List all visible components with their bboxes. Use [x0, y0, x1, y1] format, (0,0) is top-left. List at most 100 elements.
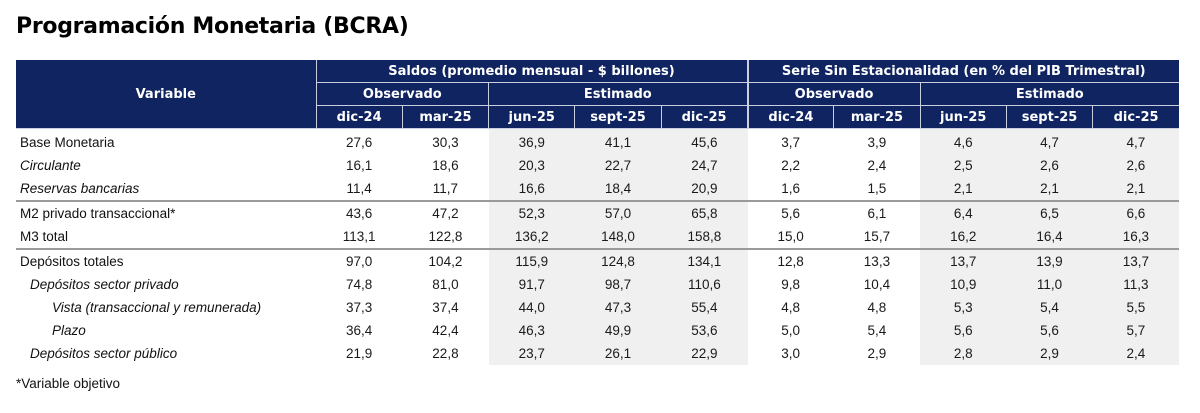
period-header: dic-24 [315, 105, 403, 129]
saldos-value-cell: 148,0 [574, 225, 662, 249]
saldos-value-cell: 11,4 [346, 181, 372, 196]
pib-value-cell: 12,8 [747, 248, 834, 273]
pib-value-cell: 15,0 [777, 229, 804, 244]
table-body: Base Monetaria 27,6 30,3 36,9 41,1 45,6 3,7 3,9… [16, 128, 1180, 365]
pib-value-cell: 16,3 [1092, 225, 1180, 249]
pib-value-cell: 16,4 [1006, 225, 1093, 249]
table-row: Reservas bancarias 11,4 11,7 16,6 18,4 20,9 1,… [16, 177, 1180, 201]
pib-value-cell: 5,6 [1006, 319, 1093, 342]
table-row: Vista (transaccional y remunerada) 37,3 37… [16, 296, 1180, 319]
pib-value-cell: 10,4 [863, 277, 891, 292]
saldos-value-cell: 98,7 [574, 273, 662, 296]
saldos-value-cell: 136,2 [488, 225, 575, 249]
period-header: jun-25 [919, 105, 1007, 129]
pib-value-cell: 11,3 [1092, 273, 1180, 296]
page-title: Programación Monetaria (BCRA) [16, 14, 409, 39]
monetary-program-table-container: Variable Saldos (promedio mensual - $ bi… [16, 60, 1180, 365]
monetary-program-table: Variable Saldos (promedio mensual - $ bi… [16, 60, 1180, 365]
period-header: sept-25 [574, 105, 662, 129]
pib-value-cell: 5,6 [920, 319, 1007, 342]
saldos-value-cell: 16,1 [346, 158, 373, 173]
saldos-value-cell: 46,3 [488, 319, 575, 342]
period-header: dic-25 [1092, 105, 1180, 129]
pib-value-cell: 2,6 [1092, 154, 1180, 177]
saldos-value-cell: 21,9 [346, 346, 373, 361]
pib-value-cell: 2,4 [867, 158, 887, 173]
pib-value-cell: 13,9 [1006, 248, 1093, 273]
row-label: Depósitos totales [16, 248, 316, 273]
row-label: Depósitos sector privado [30, 277, 179, 292]
saldos-value-cell: 36,4 [346, 323, 373, 338]
saldos-value-cell: 81,0 [432, 277, 459, 292]
pib-value-cell: 2,1 [1006, 177, 1093, 201]
pib-value-cell: 5,5 [1092, 296, 1180, 319]
saldos-value-cell: 134,1 [661, 248, 748, 273]
saldos-value-cell: 23,7 [488, 342, 575, 365]
row-label: Depósitos sector público [30, 346, 178, 361]
table-row: Depósitos totales 97,0 104,2 115,9 124,8 134,… [16, 248, 1180, 273]
table-row: M2 privado transaccional* 43,6 47,2 52,3 57,… [16, 200, 1180, 225]
saldos-value-cell: 41,1 [574, 128, 662, 154]
pib-value-cell: 2,9 [1006, 342, 1093, 365]
table-row: Depósitos sector privado 74,8 81,0 91,7 98,7… [16, 273, 1180, 296]
pib-value-cell: 2,8 [920, 342, 1007, 365]
table-row: Depósitos sector público 21,9 22,8 23,7 26,1… [16, 342, 1180, 365]
saldos-value-cell: 24,7 [661, 154, 748, 177]
period-header: mar-25 [401, 105, 489, 129]
saldos-value-cell: 65,8 [661, 200, 748, 225]
saldos-value-cell: 36,9 [488, 128, 575, 154]
saldos-value-cell: 57,0 [574, 200, 662, 225]
pib-value-cell: 2,4 [1092, 342, 1180, 365]
pib-value-cell: 13,7 [920, 248, 1007, 273]
saldos-value-cell: 45,6 [661, 128, 748, 154]
saldos-value-cell: 30,3 [432, 135, 459, 150]
saldos-value-cell: 47,2 [402, 200, 489, 225]
pib-value-cell: 5,4 [867, 323, 887, 338]
pib-value-cell: 10,9 [920, 273, 1007, 296]
pib-value-cell: 2,1 [1092, 177, 1180, 201]
period-header: dic-24 [746, 105, 834, 129]
subgroup-header-saldos-estimado: Estimado [488, 82, 748, 106]
saldos-value-cell: 55,4 [661, 296, 748, 319]
period-header: jun-25 [488, 105, 575, 129]
pib-value-cell: 6,5 [1006, 200, 1093, 225]
row-label: Reservas bancarias [20, 181, 140, 196]
saldos-value-cell: 43,6 [316, 200, 403, 225]
table-row: Circulante 16,1 18,6 20,3 22,7 24,7 2,2 2,4 2,5 2… [16, 154, 1180, 177]
pib-value-cell: 4,6 [920, 128, 1007, 154]
group-header-pib: Serie Sin Estacionalidad (en % del PIB T… [746, 60, 1180, 83]
pib-value-cell: 5,0 [781, 323, 801, 338]
pib-value-cell: 15,7 [863, 229, 891, 244]
pib-value-cell: 13,7 [1092, 248, 1180, 273]
period-header: mar-25 [833, 105, 921, 129]
pib-value-cell: 5,7 [1092, 319, 1180, 342]
saldos-value-cell: 49,9 [574, 319, 662, 342]
pib-value-cell: 2,6 [1006, 154, 1093, 177]
saldos-value-cell: 22,9 [661, 342, 748, 365]
pib-value-cell: 3,0 [781, 346, 801, 361]
pib-value-cell: 4,8 [781, 300, 801, 315]
pib-value-cell: 6,4 [920, 200, 1007, 225]
pib-value-cell: 2,1 [920, 177, 1007, 201]
saldos-value-cell: 124,8 [574, 248, 662, 273]
group-header-saldos: Saldos (promedio mensual - $ billones) [315, 60, 748, 83]
saldos-value-cell: 104,2 [402, 248, 489, 273]
saldos-value-cell: 26,1 [574, 342, 662, 365]
pib-value-cell: 1,6 [781, 181, 801, 196]
pib-value-cell: 5,3 [920, 296, 1007, 319]
pib-value-cell: 11,0 [1006, 273, 1093, 296]
pib-value-cell: 16,2 [920, 225, 1007, 249]
saldos-value-cell: 27,6 [346, 135, 373, 150]
footnote: *Variable objetivo [16, 376, 121, 391]
saldos-value-cell: 16,6 [488, 177, 575, 201]
table-header: Variable Saldos (promedio mensual - $ bi… [16, 60, 1180, 129]
saldos-value-cell: 110,6 [661, 273, 748, 296]
saldos-value-cell: 53,6 [661, 319, 748, 342]
saldos-value-cell: 37,3 [346, 300, 373, 315]
saldos-value-cell: 44,0 [488, 296, 575, 319]
pib-value-cell: 1,5 [867, 181, 887, 196]
period-header: sept-25 [1005, 105, 1093, 129]
pib-value-cell: 5,4 [1006, 296, 1093, 319]
pib-value-cell: 4,8 [867, 300, 887, 315]
pib-value-cell: 4,7 [1092, 128, 1180, 154]
